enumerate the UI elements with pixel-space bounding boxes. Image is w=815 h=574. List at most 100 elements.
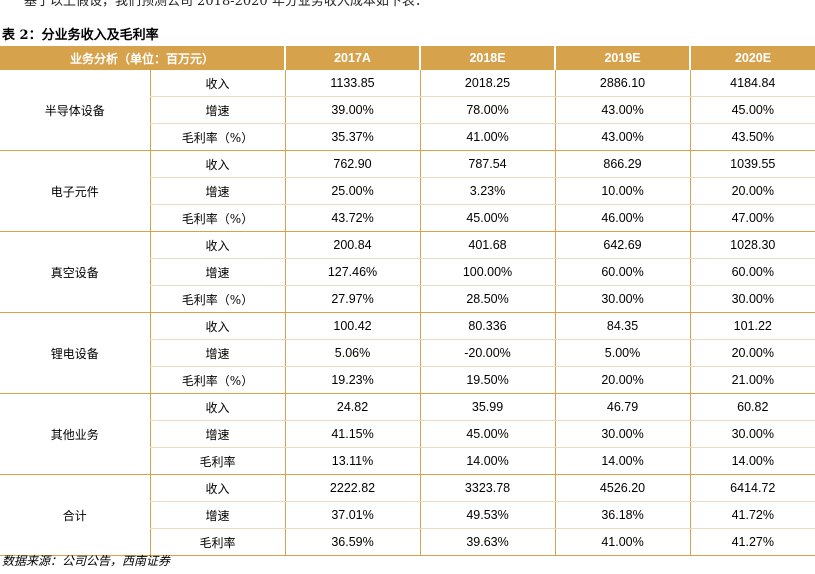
value-cell: 200.84 xyxy=(284,231,421,259)
value-cell: 46.79 xyxy=(554,393,691,421)
group-name: 半导体设备 xyxy=(0,70,150,151)
table-row: 毛利率（%） 43.72% 45.00% 46.00% 47.00% xyxy=(0,204,815,232)
value-cell: 101.22 xyxy=(689,312,815,340)
header-cell: 2020E xyxy=(689,46,815,70)
metric-name: 毛利率（%） xyxy=(149,285,286,313)
value-cell: 30.00% xyxy=(689,420,815,448)
table-body: 半导体设备 收入 1133.85 2018.25 2886.10 4184.84 增速 39.… xyxy=(0,70,815,556)
group-name: 其他业务 xyxy=(0,393,150,475)
value-cell: 2886.10 xyxy=(554,70,691,97)
metric-name: 毛利率（%） xyxy=(149,204,286,232)
header-cell: 业务分析（单位：百万元） xyxy=(0,46,286,70)
value-cell: 41.00% xyxy=(419,123,556,151)
table-row: 增速 127.46% 100.00% 60.00% 60.00% xyxy=(0,258,815,286)
group-name: 真空设备 xyxy=(0,231,150,313)
metric-name: 增速 xyxy=(149,501,286,529)
value-cell: 39.63% xyxy=(419,528,556,556)
metric-name: 增速 xyxy=(149,96,286,124)
value-cell: 4526.20 xyxy=(554,474,691,502)
value-cell: 10.00% xyxy=(554,177,691,205)
value-cell: 60.00% xyxy=(554,258,691,286)
table-row: 半导体设备 收入 1133.85 2018.25 2886.10 4184.84 xyxy=(0,70,815,151)
value-cell: 14.00% xyxy=(419,447,556,475)
group-name: 合计 xyxy=(0,474,150,556)
metric-name: 增速 xyxy=(149,420,286,448)
value-cell: 36.59% xyxy=(284,528,421,556)
header-cell: 2017A xyxy=(284,46,421,70)
value-cell: 49.53% xyxy=(419,501,556,529)
metric-name: 毛利率（%） xyxy=(149,366,286,394)
value-cell: 35.37% xyxy=(284,123,421,151)
value-cell: 41.27% xyxy=(689,528,815,556)
value-cell: 35.99 xyxy=(419,393,556,421)
value-cell: 14.00% xyxy=(554,447,691,475)
table-row: 毛利率 36.59% 39.63% 41.00% 41.27% xyxy=(0,528,815,556)
table-row: 其他业务 收入 24.82 35.99 46.79 60.82 xyxy=(0,393,815,475)
group-name: 电子元件 xyxy=(0,150,150,232)
table-row: 毛利率 13.11% 14.00% 14.00% 14.00% xyxy=(0,447,815,475)
value-cell: 30.00% xyxy=(554,420,691,448)
metric-name: 毛利率（%） xyxy=(149,123,286,151)
value-cell: 84.35 xyxy=(554,312,691,340)
value-cell: 3.23% xyxy=(419,177,556,205)
value-cell: 100.42 xyxy=(284,312,421,340)
value-cell: 37.01% xyxy=(284,501,421,529)
table-row: 增速 5.06% -20.00% 5.00% 20.00% xyxy=(0,339,815,367)
metric-name: 收入 xyxy=(149,474,286,502)
table-row: 增速 25.00% 3.23% 10.00% 20.00% xyxy=(0,177,815,205)
value-cell: 28.50% xyxy=(419,285,556,313)
table-row: 增速 39.00% 78.00% 43.00% 45.00% xyxy=(0,96,815,124)
metric-name: 收入 xyxy=(149,70,286,97)
value-cell: 41.00% xyxy=(554,528,691,556)
table-row: 毛利率（%） 19.23% 19.50% 20.00% 21.00% xyxy=(0,366,815,394)
value-cell: 762.90 xyxy=(284,150,421,178)
value-cell: 1028.30 xyxy=(689,231,815,259)
value-cell: 43.00% xyxy=(554,96,691,124)
value-cell: 43.00% xyxy=(554,123,691,151)
table-row: 合计 收入 2222.82 3323.78 4526.20 6414.72 xyxy=(0,474,815,556)
value-cell: 36.18% xyxy=(554,501,691,529)
value-cell: 45.00% xyxy=(419,204,556,232)
value-cell: 60.00% xyxy=(689,258,815,286)
value-cell: 5.06% xyxy=(284,339,421,367)
value-cell: 19.23% xyxy=(284,366,421,394)
intro-text: 基于以上假设，我们预测公司 2018-2020 年分业务收入成本如下表： xyxy=(24,0,428,9)
value-cell: 21.00% xyxy=(689,366,815,394)
value-cell: 20.00% xyxy=(689,339,815,367)
value-cell: 39.00% xyxy=(284,96,421,124)
table-title: 表 2：分业务收入及毛利率 xyxy=(2,28,159,43)
value-cell: 45.00% xyxy=(419,420,556,448)
metric-name: 收入 xyxy=(149,312,286,340)
value-cell: 46.00% xyxy=(554,204,691,232)
group-name: 锂电设备 xyxy=(0,312,150,394)
table-row: 毛利率（%） 27.97% 28.50% 30.00% 30.00% xyxy=(0,285,815,313)
header-row: 业务分析（单位：百万元） 2017A 2018E 2019E 2020E xyxy=(0,46,815,70)
value-cell: 401.68 xyxy=(419,231,556,259)
value-cell: 30.00% xyxy=(689,285,815,313)
value-cell: 642.69 xyxy=(554,231,691,259)
value-cell: 25.00% xyxy=(284,177,421,205)
value-cell: 27.97% xyxy=(284,285,421,313)
value-cell: 47.00% xyxy=(689,204,815,232)
value-cell: 2222.82 xyxy=(284,474,421,502)
value-cell: 60.82 xyxy=(689,393,815,421)
value-cell: 866.29 xyxy=(554,150,691,178)
metric-name: 收入 xyxy=(149,393,286,421)
metric-name: 毛利率 xyxy=(149,528,286,556)
source-note: 数据来源：公司公告，西南证券 xyxy=(2,554,171,568)
metric-name: 收入 xyxy=(149,231,286,259)
metric-name: 增速 xyxy=(149,339,286,367)
value-cell: 14.00% xyxy=(689,447,815,475)
table-row: 增速 37.01% 49.53% 36.18% 41.72% xyxy=(0,501,815,529)
value-cell: 80.336 xyxy=(419,312,556,340)
value-cell: 20.00% xyxy=(554,366,691,394)
value-cell: 45.00% xyxy=(689,96,815,124)
value-cell: 41.15% xyxy=(284,420,421,448)
header-cell: 2018E xyxy=(419,46,556,70)
value-cell: 2018.25 xyxy=(419,70,556,97)
table-row: 锂电设备 收入 100.42 80.336 84.35 101.22 xyxy=(0,312,815,394)
value-cell: 6414.72 xyxy=(689,474,815,502)
value-cell: 1133.85 xyxy=(284,70,421,97)
value-cell: 100.00% xyxy=(419,258,556,286)
